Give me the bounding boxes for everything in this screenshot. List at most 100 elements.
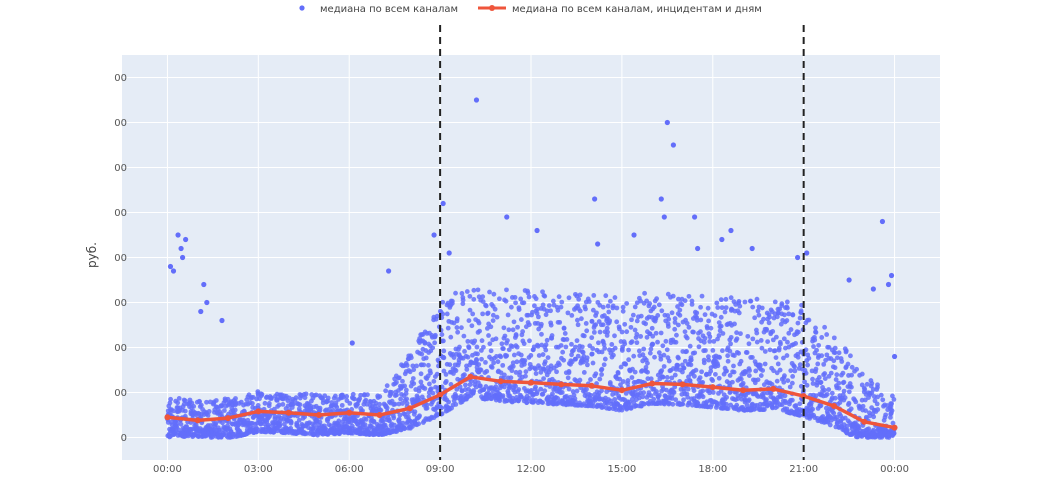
scatter-point: [814, 347, 819, 353]
scatter-point: [774, 314, 780, 320]
median-line-point: [618, 387, 625, 394]
scatter-point: [686, 400, 692, 406]
scatter-point: [746, 397, 752, 403]
scatter-point: [288, 420, 294, 426]
scatter-point: [650, 333, 656, 339]
scatter-point: [750, 304, 756, 310]
scatter-point: [744, 350, 750, 355]
scatter-point: [770, 337, 776, 343]
scatter-point: [717, 355, 723, 360]
scatter-point: [638, 334, 644, 339]
scatter-point: [745, 333, 751, 339]
scatter-point: [689, 302, 695, 307]
scatter-point-outlier: [719, 236, 725, 243]
scatter-point: [521, 341, 527, 347]
scatter-point: [472, 338, 478, 344]
scatter-point: [500, 362, 506, 368]
scatter-point: [612, 333, 617, 339]
scatter-point: [455, 329, 461, 335]
scatter-point: [644, 334, 650, 340]
scatter-point: [540, 400, 546, 406]
scatter-point: [842, 395, 848, 401]
scatter-point-outlier: [167, 263, 174, 270]
scatter-point: [427, 381, 432, 387]
scatter-point: [828, 370, 834, 376]
scatter-point: [566, 295, 572, 301]
scatter-point: [392, 401, 398, 407]
scatter-point: [428, 386, 434, 392]
scatter-point: [785, 378, 791, 384]
scatter-point-outlier: [178, 245, 184, 252]
scatter-point: [525, 290, 531, 296]
scatter-point: [286, 395, 292, 401]
scatter-point: [793, 341, 799, 346]
y-tick-label: 00: [114, 343, 127, 354]
scatter-point: [474, 357, 480, 363]
scatter-point: [198, 402, 204, 408]
scatter-point: [593, 371, 599, 377]
scatter-point: [419, 351, 425, 357]
scatter-point: [606, 309, 612, 315]
scatter-point: [502, 333, 508, 339]
scatter-point: [754, 339, 760, 345]
scatter-point: [832, 365, 838, 371]
scatter-point: [822, 387, 827, 393]
scatter-point: [474, 344, 480, 350]
scatter-point: [836, 380, 842, 386]
scatter-point: [577, 308, 583, 314]
scatter-point: [623, 361, 629, 367]
x-tick-label: 00:00: [153, 464, 182, 475]
scatter-point: [641, 390, 647, 396]
scatter-point: [735, 393, 741, 398]
scatter-point: [834, 421, 840, 427]
scatter-point: [411, 367, 417, 373]
scatter-point: [811, 344, 816, 349]
scatter-point: [404, 363, 410, 368]
scatter-point: [856, 423, 861, 429]
scatter-point: [706, 388, 712, 394]
scatter-point: [556, 362, 562, 368]
scatter-point: [714, 300, 720, 306]
scatter-point: [536, 353, 542, 358]
scatter-point: [396, 401, 402, 407]
scatter-point: [869, 380, 875, 386]
scatter-point: [658, 330, 664, 336]
scatter-point: [875, 407, 881, 412]
x-tick-label: 18:00: [698, 464, 727, 475]
scatter-point: [697, 375, 703, 381]
scatter-point: [542, 388, 548, 394]
scatter-point: [394, 379, 399, 385]
scatter-point: [386, 417, 392, 423]
scatter-point: [483, 384, 489, 389]
scatter-point: [609, 342, 615, 347]
scatter-point: [659, 368, 665, 374]
scatter-point: [723, 296, 729, 302]
scatter-point: [479, 338, 485, 344]
scatter-point: [792, 364, 797, 370]
scatter-point: [819, 335, 825, 340]
scatter-point: [786, 311, 792, 317]
scatter-point: [528, 353, 534, 358]
scatter-point: [480, 299, 486, 304]
median-line-point: [406, 405, 413, 412]
scatter-point: [824, 332, 830, 337]
scatter-point: [417, 413, 422, 419]
scatter-point: [727, 348, 733, 354]
scatter-point: [691, 388, 697, 394]
scatter-point: [670, 293, 676, 299]
scatter-point: [813, 393, 819, 399]
scatter-point: [556, 294, 562, 300]
scatter-point: [509, 368, 515, 374]
x-tick-label: 21:00: [789, 464, 818, 475]
scatter-point: [660, 374, 666, 380]
scatter-point: [206, 409, 212, 414]
scatter-point: [597, 329, 603, 335]
scatter-point: [655, 339, 660, 345]
scatter-point: [672, 316, 678, 321]
scatter-point: [443, 372, 449, 377]
scatter-point: [502, 372, 507, 378]
scatter-point: [821, 361, 827, 367]
scatter-point: [220, 420, 225, 426]
scatter-point: [859, 371, 865, 377]
scatter-point: [501, 325, 507, 331]
